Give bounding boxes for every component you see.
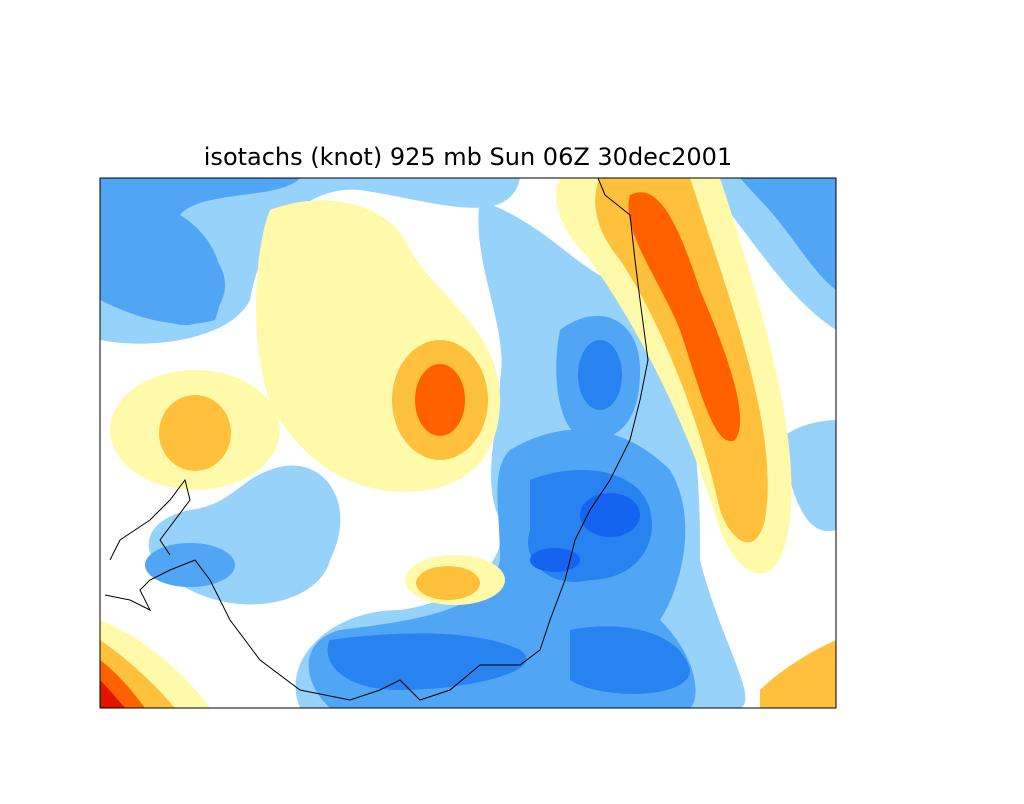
isotach-field <box>100 178 836 708</box>
map-title: isotachs (knot) 925 mb Sun 06Z 30dec2001 <box>204 143 732 171</box>
plot-frame <box>99 177 837 709</box>
